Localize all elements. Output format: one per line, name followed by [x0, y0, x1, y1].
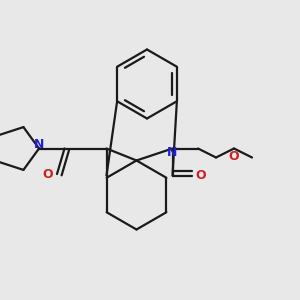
Text: O: O	[195, 169, 206, 182]
Text: O: O	[43, 167, 53, 181]
Text: N: N	[34, 138, 44, 152]
Text: N: N	[167, 146, 178, 159]
Text: O: O	[229, 149, 239, 163]
